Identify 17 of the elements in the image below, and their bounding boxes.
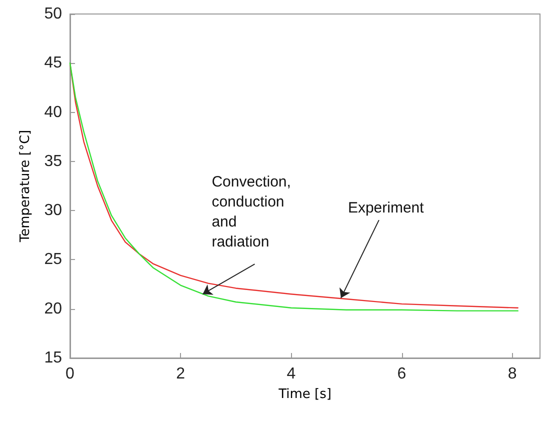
y-tick-label: 45 — [44, 54, 62, 72]
y-tick-label: 20 — [44, 300, 62, 318]
x-tick-label: 4 — [286, 366, 296, 382]
y-axis-title: Temperature [°C] — [18, 130, 33, 244]
y-tick-label: 15 — [44, 350, 62, 366]
y-tick-label: 35 — [44, 152, 62, 170]
x-tick-label: 0 — [66, 366, 75, 382]
y-tick-label: 30 — [44, 202, 62, 220]
x-tick-label: 8 — [508, 366, 517, 382]
x-tick-label: 6 — [397, 366, 406, 382]
x-axis-title: Time [s] — [278, 387, 332, 402]
annotation: Experiment — [348, 200, 425, 217]
y-tick-label: 40 — [44, 104, 62, 121]
y-tick-label: 25 — [44, 251, 62, 268]
y-tick-label: 50 — [44, 6, 62, 22]
annotation: Convection, conduction and radiation — [212, 174, 291, 251]
x-tick-label: 2 — [176, 366, 186, 382]
